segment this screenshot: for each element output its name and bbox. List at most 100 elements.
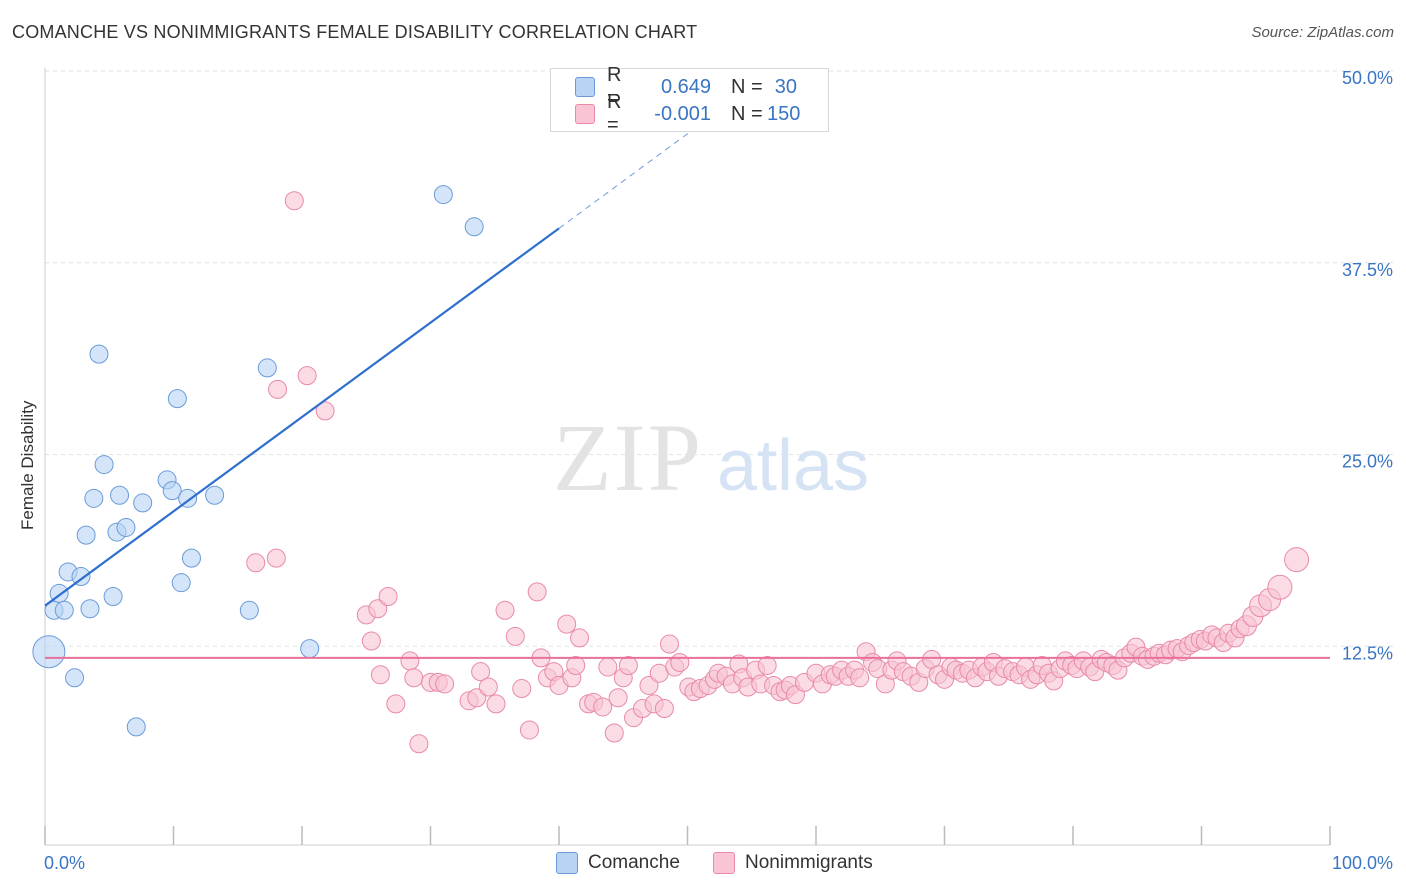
comanche-point [103,586,123,606]
nonimmigrants-point [618,656,638,676]
nonimmigrants-point [608,688,628,708]
source-label: Source: ZipAtlas.com [1251,24,1394,41]
tick-labels: 12.5% 25.0% 37.5% 50.0% 0.0% 100.0% [44,68,1393,873]
nonimmigrants-point [370,665,390,685]
nonimmigrants-point [757,656,777,676]
comanche-point [167,389,187,409]
legend-r-label: R = [607,64,622,109]
legend-row-nonimmigrants: R = -0.001 N = 150 [575,91,801,136]
comanche-points [32,185,484,737]
nonimmigrants-point [639,675,659,695]
comanche-point [162,481,182,501]
comanche-point [116,517,136,537]
comanche-point [433,185,453,205]
comanche-point [257,358,277,378]
x-tick-label: 0.0% [44,853,85,873]
comanche-point [300,639,320,659]
comanche-point [110,485,130,505]
swatch-nonimmigrants [713,852,735,874]
legend-n-label: N = [731,102,763,125]
legend-swatch-nonimmigrants [575,104,595,124]
nonimmigrants-point [315,401,335,421]
watermark-atlas: atlas [717,426,869,506]
nonimmigrants-point [495,600,515,620]
nonimmigrants-point [570,628,590,648]
axes [44,68,1331,846]
comanche-trend-extension [558,114,714,229]
comanche-point [133,493,153,513]
nonimmigrants-point [368,599,388,619]
comanche-point [84,488,104,508]
comanche-point [239,600,259,620]
nonimmigrants-point [297,366,317,386]
legend-label-comanche: Comanche [588,852,680,873]
nonimmigrants-point [435,674,455,694]
comanche-point [126,717,146,737]
nonimmigrants-point [1267,574,1293,600]
comanche-point [205,485,225,505]
comanche-point [171,573,191,593]
nonimmigrants-point [246,553,266,573]
nonimmigrants-point [478,677,498,697]
nonimmigrants-point [505,626,525,646]
legend-item-nonimmigrants[interactable]: Nonimmigrants [713,852,873,874]
comanche-point [464,217,484,237]
nonimmigrants-point [557,614,577,634]
legend-n-value: 30 [774,75,797,98]
watermark-zip: ZIP [553,404,703,511]
comanche-trend-line [44,227,560,607]
nonimmigrants-point [850,668,870,688]
comanche-point [178,488,198,508]
comanche-point [181,548,201,568]
legend-item-comanche[interactable]: Comanche [556,852,680,874]
legend-r-value: 0.649 [660,75,711,98]
nonimmigrants-point [512,679,532,699]
chart-title: COMANCHE VS NONIMMIGRANTS FEMALE DISABIL… [12,22,698,42]
legend-n-value: 150 [767,102,801,125]
nonimmigrants-point [409,734,429,754]
nonimmigrants-point [404,668,424,688]
nonimmigrants-point [670,652,690,672]
series-legend: Comanche Nonimmigrants [0,852,1406,878]
legend-r-label: R = [607,91,622,136]
nonimmigrants-point [566,656,586,676]
watermark: ZIP atlas [553,404,869,511]
legend-row-comanche: R = 0.649 N = 30 [575,64,797,109]
comanche-point [80,599,100,619]
trend-lines [44,114,1330,659]
nonimmigrants-points [246,191,1310,754]
legend-n-label: N = [731,75,763,98]
nonimmigrants-point [378,586,398,606]
nonimmigrants-point [361,631,381,651]
nonimmigrants-point [266,548,286,568]
nonimmigrants-point [386,694,406,714]
nonimmigrants-point [598,657,618,677]
comanche-point [94,455,114,475]
y-tick-label: 50.0% [1342,68,1393,88]
comanche-point [32,635,66,669]
swatch-comanche [556,852,578,874]
nonimmigrants-point [519,720,539,740]
y-tick-label: 12.5% [1342,643,1393,663]
nonimmigrants-point [486,694,506,714]
legend-swatch-comanche [575,77,595,97]
nonimmigrants-point [660,634,680,654]
nonimmigrants-point [268,379,288,399]
comanche-point [76,525,96,545]
comanche-point [54,600,74,620]
legend-label-nonimmigrants: Nonimmigrants [745,852,873,873]
nonimmigrants-point [471,662,491,682]
nonimmigrants-point [400,651,420,671]
nonimmigrants-point [654,698,674,718]
nonimmigrants-point [604,723,624,743]
nonimmigrants-point [593,697,613,717]
legend-r-value: -0.001 [654,102,711,125]
comanche-point [71,567,91,587]
y-tick-label: 37.5% [1342,260,1393,280]
y-tick-label: 25.0% [1342,452,1393,472]
nonimmigrants-point [1284,547,1310,573]
comanche-point [65,668,85,688]
correlation-legend: R = 0.649 N = 30 R = -0.001 N = 150 [550,64,829,136]
x-tick-label: 100.0% [1332,853,1393,873]
